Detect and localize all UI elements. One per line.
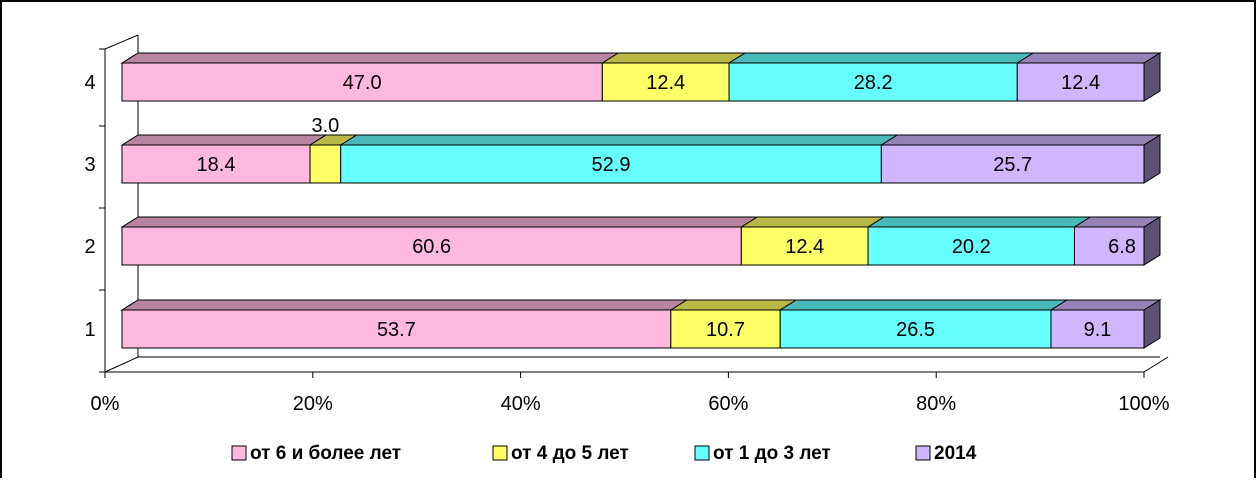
bar-segment bbox=[340, 144, 882, 184]
bar-segment-top bbox=[120, 134, 328, 146]
legend-label: 2014 bbox=[934, 443, 977, 464]
bar-segment-top bbox=[120, 216, 760, 228]
data-label: 9.1 bbox=[1084, 319, 1112, 341]
legend-label: от 1 до 3 лет bbox=[713, 443, 831, 464]
bar-segment-top bbox=[600, 52, 747, 64]
data-label: 53.7 bbox=[377, 319, 416, 341]
bar-segment-top bbox=[338, 134, 900, 146]
bar-segment-top bbox=[120, 52, 621, 64]
x-tick-label: 100% bbox=[1118, 393, 1169, 415]
bar-segment bbox=[1050, 309, 1145, 349]
bar-segment-top bbox=[669, 299, 798, 311]
data-label: 47.0 bbox=[343, 72, 382, 94]
data-label: 3.0 bbox=[311, 115, 339, 137]
legend: от 6 и более лет от 4 до 5 лет от 1 до 3 л… bbox=[231, 443, 977, 464]
bar-segment bbox=[670, 309, 781, 349]
bar-segment-top bbox=[778, 299, 1069, 311]
legend-swatch bbox=[231, 445, 247, 461]
y-tick-label: 2 bbox=[84, 236, 95, 258]
bar-segment-top bbox=[120, 299, 689, 311]
bar-segment bbox=[880, 144, 1145, 184]
data-label: 52.9 bbox=[592, 154, 631, 176]
data-label: 12.4 bbox=[1061, 72, 1100, 94]
data-label: 60.6 bbox=[412, 236, 451, 258]
data-label: 18.4 bbox=[197, 154, 236, 176]
bar-side-face bbox=[1143, 134, 1161, 184]
legend-label: от 4 до 5 лет bbox=[511, 443, 629, 464]
bar-segment-top bbox=[879, 134, 1162, 146]
y-tick-label: 3 bbox=[84, 154, 95, 176]
bar-side-face bbox=[1143, 216, 1161, 266]
bar-segment bbox=[121, 309, 672, 349]
x-tick-label: 40% bbox=[501, 393, 541, 415]
data-labels-group: 53.7 10.7 26.5 9.1 60.6 12.4 20.2 6.8 18.4 3.0 52.… bbox=[197, 72, 1136, 341]
frame-border-right bbox=[1254, 0, 1256, 478]
bar-segment-top bbox=[739, 216, 886, 228]
bar-segment bbox=[779, 309, 1052, 349]
data-label: 25.7 bbox=[993, 154, 1032, 176]
bar-segment-top bbox=[1015, 52, 1162, 64]
data-label: 26.5 bbox=[896, 319, 935, 341]
wall-top-left-edge bbox=[104, 34, 139, 50]
bar-side-face bbox=[1143, 52, 1161, 102]
bar-segment-top bbox=[727, 52, 1036, 64]
bar-segment bbox=[1074, 226, 1145, 266]
bar-segment bbox=[121, 226, 742, 266]
legend-label: от 6 и более лет bbox=[250, 443, 401, 464]
data-label: 12.4 bbox=[646, 72, 685, 94]
data-label: 12.4 bbox=[785, 236, 824, 258]
legend-swatch bbox=[915, 445, 931, 461]
bar-segment bbox=[1016, 62, 1145, 102]
data-label: 6.8 bbox=[1108, 236, 1136, 258]
legend-swatch bbox=[694, 445, 710, 461]
x-tick-label: 20% bbox=[293, 393, 333, 415]
axes-group: 0% 20% 40% 60% 80% 100% 1 2 3 4 bbox=[84, 48, 1170, 415]
data-label: 10.7 bbox=[706, 319, 745, 341]
bar-segment-top bbox=[866, 216, 1093, 228]
data-label: 28.2 bbox=[854, 72, 893, 94]
bar-segment-top bbox=[1049, 299, 1162, 311]
y-tick-label: 1 bbox=[84, 319, 95, 341]
bar-segment bbox=[740, 226, 869, 266]
floor-left-edge bbox=[104, 356, 139, 373]
frame-border-top bbox=[0, 0, 1256, 2]
bars-group bbox=[120, 52, 1162, 349]
legend-swatch bbox=[492, 445, 508, 461]
y-tick-label: 4 bbox=[84, 72, 95, 94]
bar-segment bbox=[309, 144, 342, 184]
data-label: 20.2 bbox=[952, 236, 991, 258]
floor-right-edge bbox=[1143, 356, 1169, 373]
x-tick-label: 60% bbox=[708, 393, 748, 415]
x-tick-label: 80% bbox=[916, 393, 956, 415]
bar-side-face bbox=[1143, 299, 1161, 349]
x-tick-label: 0% bbox=[91, 393, 120, 415]
frame-border-left bbox=[0, 0, 2, 478]
